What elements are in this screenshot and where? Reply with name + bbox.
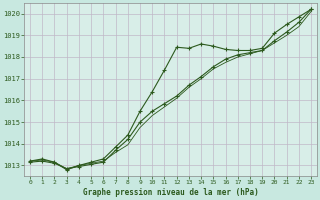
X-axis label: Graphe pression niveau de la mer (hPa): Graphe pression niveau de la mer (hPa) — [83, 188, 259, 197]
